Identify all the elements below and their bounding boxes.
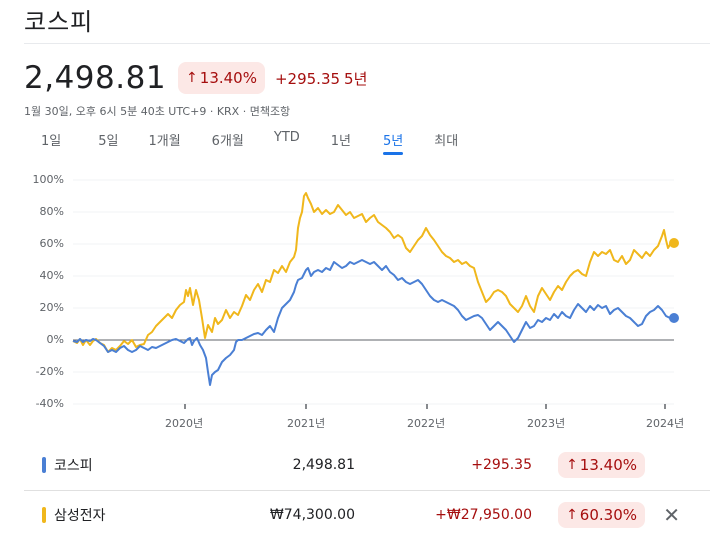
legend-change-percent-badge: ↑ 13.40%: [558, 452, 645, 478]
kospi-line: [72, 259, 674, 386]
legend-value: 2,498.81: [292, 457, 355, 473]
range-tabs: 1일 5일 1개월 6개월 YTD 1년 5년 최대: [24, 130, 458, 155]
tab-ytd[interactable]: YTD: [273, 130, 300, 145]
legend-change-percent: 60.30%: [579, 506, 637, 524]
x-tick-2023: 2023년: [527, 417, 566, 430]
tab-1y[interactable]: 1년: [330, 134, 352, 149]
legend-change-percent-badge: ↑ 60.30%: [558, 502, 645, 528]
page-title: 코스피: [24, 8, 94, 36]
price-chart[interactable]: [0, 165, 710, 435]
tab-5y[interactable]: 5년: [383, 130, 404, 155]
legend-divider: [24, 490, 710, 491]
change-value: +295.35: [274, 69, 341, 88]
legend-change-percent: 13.40%: [579, 456, 637, 474]
y-tick-40: 40%: [39, 269, 64, 282]
tab-1d[interactable]: 1일: [41, 134, 62, 149]
legend-name: 코스피: [54, 458, 93, 474]
samsung-color-swatch: [42, 507, 46, 523]
kospi-endpoint: [669, 313, 679, 323]
title-divider: [24, 43, 710, 44]
y-tick-0: 0%: [46, 333, 64, 346]
change-percent-badge: ↑ 13.40%: [178, 62, 265, 94]
x-ticks: [184, 404, 666, 409]
tab-5d[interactable]: 5일: [98, 134, 119, 149]
y-tick-100: 100%: [32, 173, 64, 186]
legend-name: 삼성전자: [54, 508, 106, 524]
current-price: 2,498.81: [24, 60, 167, 96]
tab-max[interactable]: 최대: [434, 134, 459, 149]
tab-6m[interactable]: 6개월: [211, 134, 244, 149]
legend-change: +295.35: [471, 457, 532, 473]
y-tick-80: 80%: [39, 205, 64, 218]
up-arrow-icon: ↑: [566, 507, 578, 523]
x-tick-2024: 2024년: [646, 417, 685, 430]
y-tick-20: 20%: [39, 301, 64, 314]
comparison-legend: 코스피 2,498.81 +295.35 ↑ 13.40% 삼성전자 ₩74,3…: [24, 447, 710, 538]
samsung-endpoint: [669, 238, 679, 248]
grid-lines: [73, 179, 674, 405]
legend-row-samsung[interactable]: 삼성전자 ₩74,300.00 +₩27,950.00 ↑ 60.30% ✕: [24, 497, 710, 533]
samsung-line: [72, 192, 674, 353]
x-tick-2021: 2021년: [287, 417, 326, 430]
up-arrow-icon: ↑: [186, 70, 198, 86]
change-period: 5년: [344, 69, 368, 88]
y-tick-60: 60%: [39, 237, 64, 250]
timestamp-meta: 1월 30일, 오후 6시 5분 40초 UTC+9 · KRX · 면책조항: [24, 105, 291, 118]
x-tick-2020: 2020년: [165, 417, 204, 430]
legend-value: ₩74,300.00: [269, 507, 355, 523]
y-tick-neg40: -40%: [35, 397, 64, 410]
kospi-color-swatch: [42, 457, 46, 473]
price-row: 2,498.81 ↑ 13.40% +295.35 5년: [24, 60, 367, 96]
legend-row-kospi[interactable]: 코스피 2,498.81 +295.35 ↑ 13.40%: [24, 447, 710, 483]
up-arrow-icon: ↑: [566, 457, 578, 473]
legend-change: +₩27,950.00: [435, 507, 532, 523]
tab-1m[interactable]: 1개월: [148, 134, 181, 149]
x-tick-2022: 2022년: [407, 417, 446, 430]
remove-comparison-close-icon[interactable]: ✕: [663, 503, 680, 527]
y-tick-neg20: -20%: [35, 365, 64, 378]
change-percent: 13.40%: [199, 69, 257, 87]
change-value-group: +295.35 5년: [275, 68, 367, 89]
